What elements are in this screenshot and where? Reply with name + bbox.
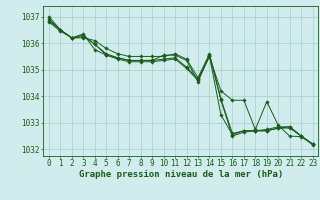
- X-axis label: Graphe pression niveau de la mer (hPa): Graphe pression niveau de la mer (hPa): [79, 170, 283, 179]
